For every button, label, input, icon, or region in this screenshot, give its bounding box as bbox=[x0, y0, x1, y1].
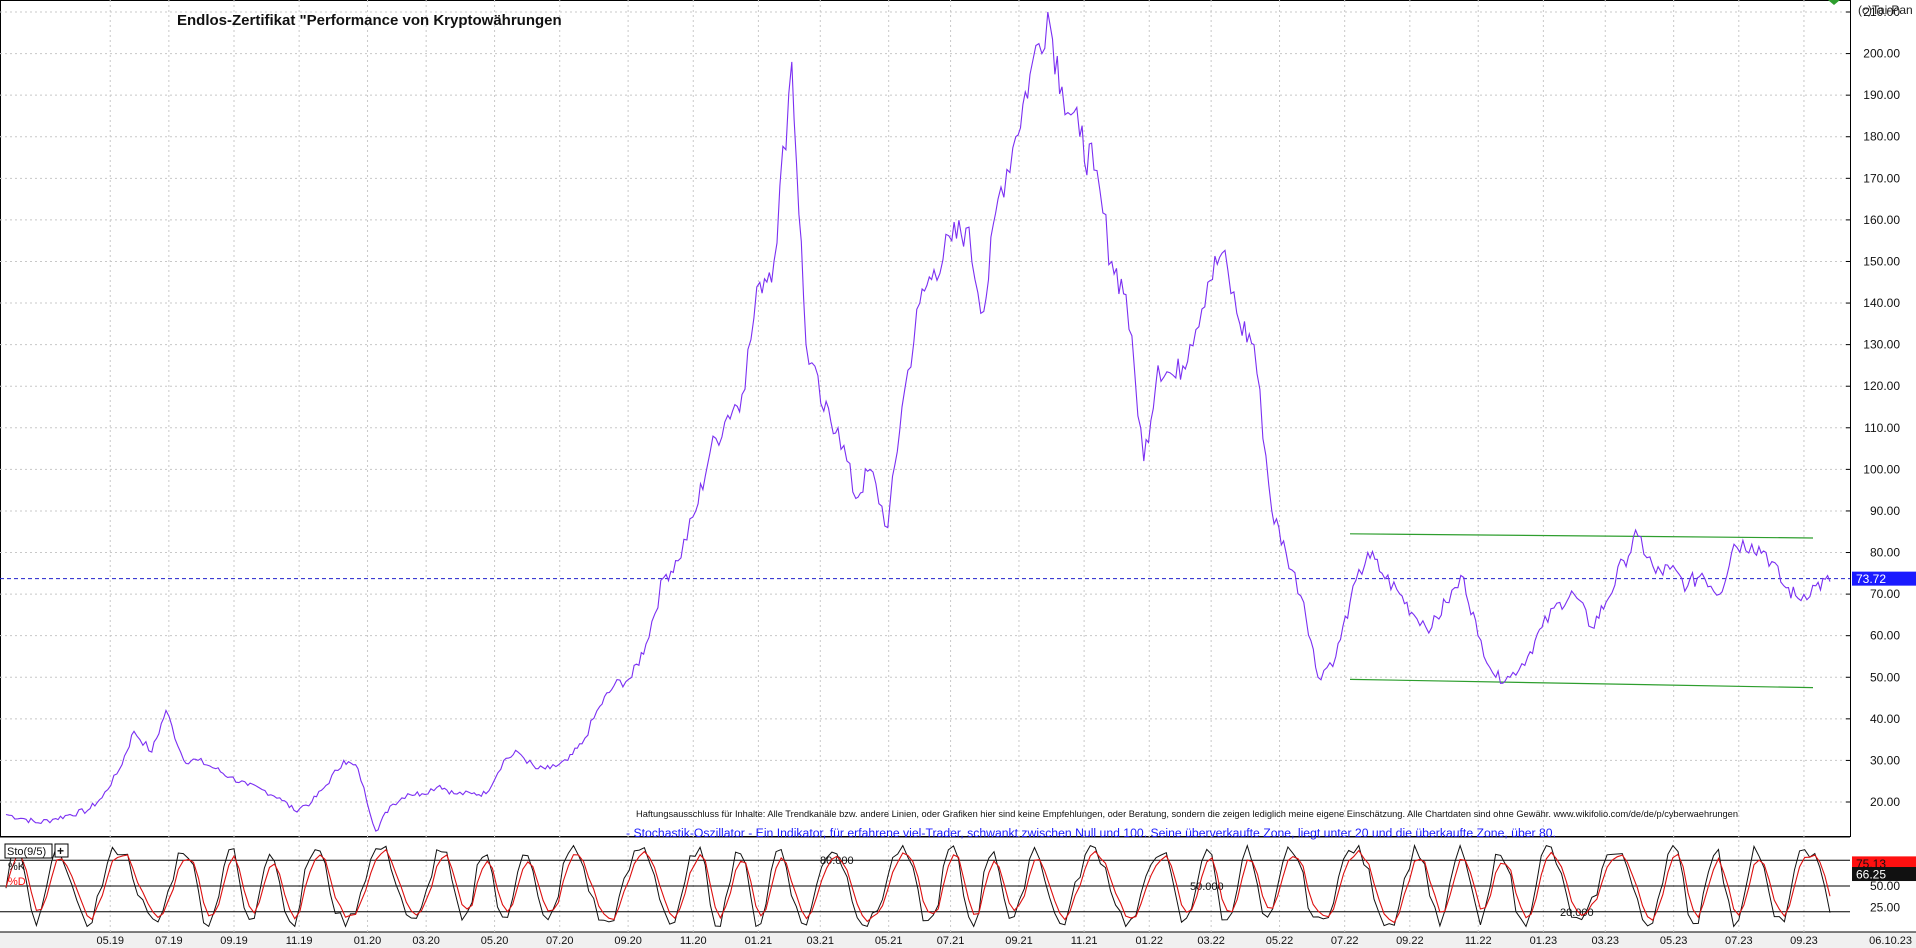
grid bbox=[0, 0, 1850, 932]
y-tick-label: 200.00 bbox=[1863, 47, 1900, 61]
sto-k-line bbox=[5, 843, 1831, 928]
sto-level-label: 20.000 bbox=[1560, 907, 1594, 919]
y-tick-label: 170.00 bbox=[1863, 171, 1900, 185]
x-tick-label: 05.20 bbox=[481, 935, 509, 947]
y-tick-label: 70.00 bbox=[1870, 587, 1900, 601]
x-tick-label: 01.23 bbox=[1530, 935, 1558, 947]
price-series bbox=[5, 11, 1831, 832]
price-y-axis: 20.00 30.00 40.00 50.00 60.00 70.00 80.00 90.00… bbox=[1846, 5, 1900, 809]
y-tick-label: 60.00 bbox=[1870, 629, 1900, 643]
x-tick-label: 05.19 bbox=[96, 935, 124, 947]
x-tick-label: 03.22 bbox=[1197, 935, 1225, 947]
sto-legend-box bbox=[4, 843, 53, 859]
x-tick-label: 09.20 bbox=[614, 935, 642, 947]
date-strip bbox=[0, 932, 1916, 948]
y-tick-label: 150.00 bbox=[1863, 254, 1900, 268]
y-tick-label: 190.00 bbox=[1863, 88, 1900, 102]
sto-d-value: 66.25 bbox=[1856, 868, 1886, 882]
x-tick-label: 03.23 bbox=[1591, 935, 1619, 947]
disclaimer-text: Haftungsausschluss für Inhalte: Alle Tre… bbox=[636, 809, 1738, 820]
y-tick-label: 50.00 bbox=[1870, 670, 1900, 684]
x-tick-label: 03.20 bbox=[412, 935, 440, 947]
x-tick-label: 01.21 bbox=[745, 935, 773, 947]
expand-button[interactable] bbox=[54, 843, 69, 858]
watermark: (c)Tai-Pan bbox=[1858, 3, 1913, 17]
sto-k-badge bbox=[1852, 856, 1916, 871]
sto-legend-title: Sto(9/5) bbox=[7, 846, 46, 858]
y-tick-label: 110.00 bbox=[1864, 421, 1900, 435]
x-tick-label: 01.22 bbox=[1135, 935, 1163, 947]
sto-d-legend: %D bbox=[8, 876, 26, 888]
y-tick-label: 100.00 bbox=[1863, 462, 1900, 476]
chart-title: Endlos-Zertifikat "Performance von Krypt… bbox=[177, 12, 562, 29]
sto-d-badge bbox=[1852, 867, 1916, 882]
current-value-label: 73.72 bbox=[1856, 572, 1886, 586]
sto-d-line bbox=[5, 848, 1831, 924]
x-tick-label: 09.21 bbox=[1005, 935, 1033, 947]
sto-k-legend: %K bbox=[8, 861, 26, 873]
indicator-note: - Stochastik-Oszillator - Ein Indikator,… bbox=[626, 828, 1556, 840]
x-tick-label: 05.23 bbox=[1660, 935, 1688, 947]
trend-channel bbox=[1349, 533, 1814, 689]
y-tick-label: 30.00 bbox=[1870, 753, 1900, 767]
x-tick-label: 11.20 bbox=[680, 935, 707, 947]
channel-line bbox=[1349, 678, 1814, 689]
x-tick-label: 07.22 bbox=[1331, 935, 1359, 947]
current-value-badge bbox=[1852, 571, 1916, 586]
triangle-icon bbox=[1828, 0, 1840, 5]
price-panel-frame bbox=[0, 0, 1851, 837]
date-axis: 05.19 07.19 09.19 11.19 01.20 03.20 05.20 07.20… bbox=[96, 935, 1912, 947]
y-tick-label: 160.00 bbox=[1863, 213, 1900, 227]
y-tick-label: 140.00 bbox=[1863, 296, 1900, 310]
x-tick-label: 05.22 bbox=[1266, 935, 1294, 947]
price-line bbox=[5, 11, 1831, 832]
y-tick-label: 210.00 bbox=[1863, 5, 1900, 19]
y-tick-label: 20.00 bbox=[1870, 795, 1900, 809]
current-price-line: 73.72 bbox=[0, 571, 1916, 586]
x-tick-label: 07.23 bbox=[1725, 935, 1753, 947]
x-tick-label: 09.19 bbox=[220, 935, 248, 947]
x-tick-label: 01.20 bbox=[354, 935, 382, 947]
y-tick-label: 130.00 bbox=[1863, 338, 1900, 352]
y-tick-label: 40.00 bbox=[1870, 712, 1900, 726]
x-tick-label: 11.22 bbox=[1465, 935, 1492, 947]
plus-icon: + bbox=[57, 844, 64, 858]
y-tick-label: 120.00 bbox=[1863, 379, 1900, 393]
x-tick-label: 07.20 bbox=[546, 935, 574, 947]
x-tick-label: 07.21 bbox=[937, 935, 965, 947]
x-tick-label: 11.21 bbox=[1071, 935, 1098, 947]
x-tick-label: 03.21 bbox=[807, 935, 835, 947]
x-tick-label: 07.19 bbox=[155, 935, 183, 947]
y-tick-label: 80.00 bbox=[1870, 546, 1900, 560]
sto-y-tick-label: 25.00 bbox=[1870, 901, 1900, 915]
x-tick-label: 05.21 bbox=[875, 935, 903, 947]
x-tick-label: 09.22 bbox=[1396, 935, 1424, 947]
y-tick-label: 180.00 bbox=[1863, 130, 1900, 144]
channel-line bbox=[1349, 533, 1814, 539]
x-tick-label: 09.23 bbox=[1790, 935, 1818, 947]
x-end-label: 06.10.23 bbox=[1869, 935, 1912, 947]
y-tick-label: 90.00 bbox=[1870, 504, 1900, 518]
sto-y-tick-label: 50.00 bbox=[1870, 879, 1900, 893]
x-tick-label: 11.19 bbox=[286, 935, 313, 947]
